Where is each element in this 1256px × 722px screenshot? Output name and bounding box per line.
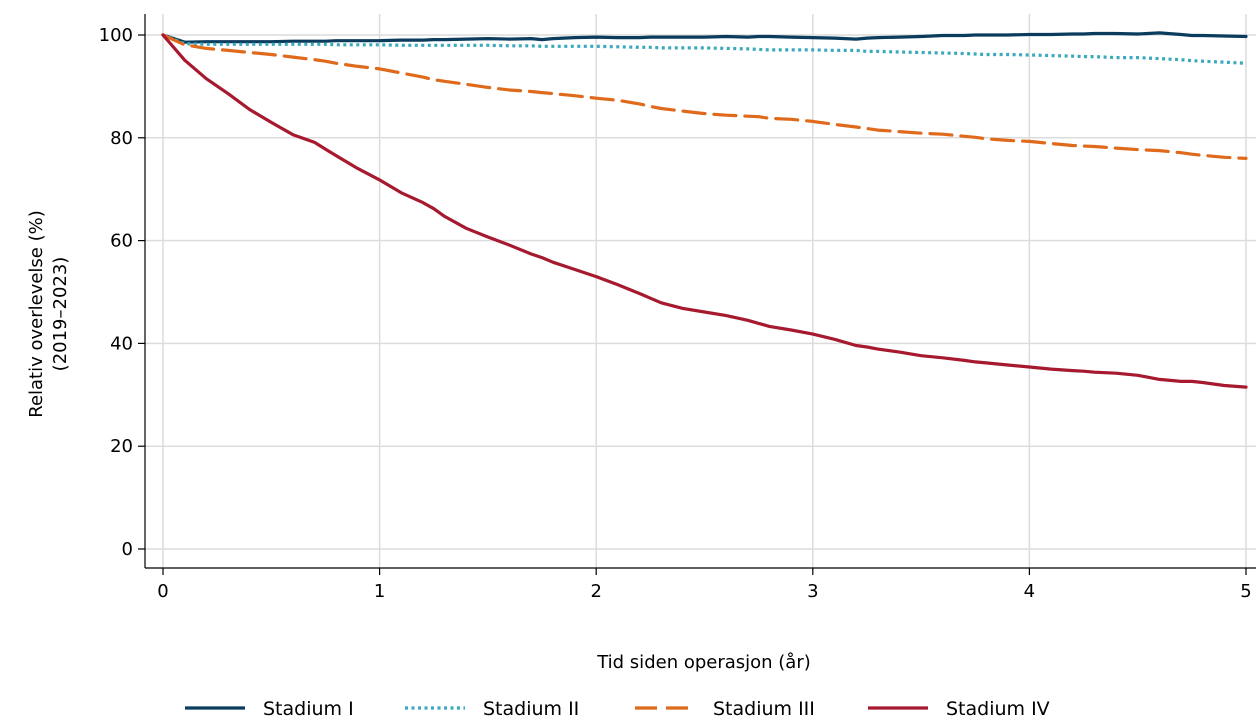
y-tick-label: 40 xyxy=(110,333,133,354)
legend-label-4: Stadium IV xyxy=(946,698,1050,720)
x-tick-label: 5 xyxy=(1240,581,1251,602)
series-line-2 xyxy=(162,33,1247,65)
x-axis-title: Tid siden operasjon (år) xyxy=(596,652,811,673)
series-lines xyxy=(161,31,1248,389)
x-tick-label: 0 xyxy=(157,581,168,602)
x-tick-label: 2 xyxy=(590,581,601,602)
legend-label-3: Stadium III xyxy=(713,698,815,720)
y-tick-label: 80 xyxy=(110,128,133,149)
series-line-4 xyxy=(161,33,1248,389)
y-axis-title-line2: (2019–2023) xyxy=(50,257,71,372)
legend-label-1: Stadium I xyxy=(263,698,354,720)
legend-label-2: Stadium II xyxy=(483,698,579,720)
x-tick-label: 4 xyxy=(1024,581,1035,602)
y-axis-title-line1: Relativ overlevelse (%) xyxy=(26,210,47,418)
y-tick-label: 100 xyxy=(99,25,133,46)
series-line-1 xyxy=(161,31,1248,44)
y-tick-label: 20 xyxy=(110,436,133,457)
y-tick-label: 60 xyxy=(110,231,133,252)
tick-labels: 0 1 2 3 4 5 0 20 40 60 80 100 xyxy=(99,25,1252,602)
gridlines xyxy=(145,14,1256,568)
x-tick-label: 3 xyxy=(807,581,818,602)
y-tick-label: 0 xyxy=(122,539,133,560)
axes xyxy=(138,14,1256,575)
x-tick-label: 1 xyxy=(374,581,385,602)
legend: Stadium I Stadium II Stadium III Stadium IV xyxy=(185,698,1050,720)
series-line-3 xyxy=(161,33,1248,160)
